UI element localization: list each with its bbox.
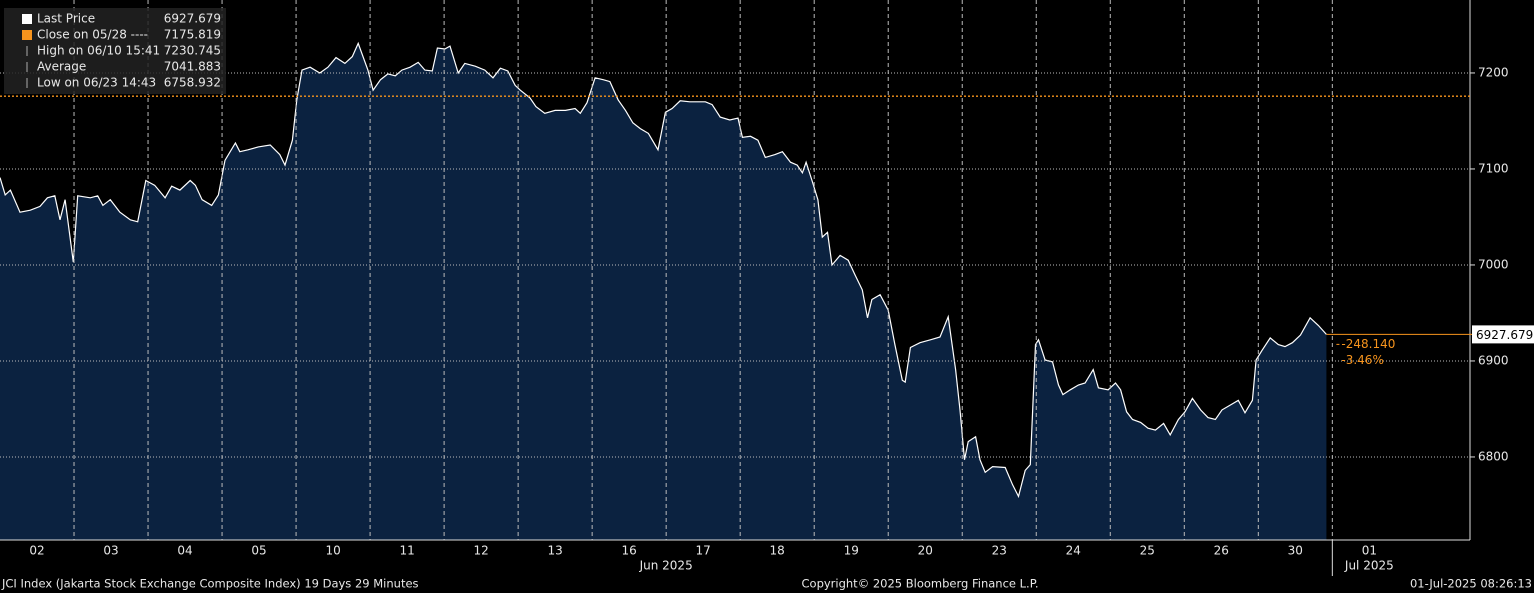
legend-label: Low on 06/23 14:43 [37,76,156,90]
change-label: -248.140 [1341,337,1395,351]
legend-swatch [22,14,32,24]
footer-right: 01-Jul-2025 08:26:13 [1410,577,1532,591]
legend-label: Average [37,60,86,74]
line [0,41,1327,499]
footer-left: JCI Index (Jakarta Stock Exchange Compos… [1,577,419,591]
legend-value: 6758.932 [164,76,221,90]
legend-label: Last Price [37,12,95,26]
legend-value: 7041.883 [164,60,221,74]
y-tick-label: 7200 [1478,65,1509,79]
footer-center: Copyright© 2025 Bloomberg Finance L.P. [802,577,1039,591]
x-tick-label: 01 [1362,544,1377,558]
legend-value: 7230.745 [164,44,221,58]
x-tick-label: 20 [918,544,933,558]
x-tick-label: 17 [696,544,711,558]
legend-value: 6927.679 [164,12,221,26]
x-tick-label: 26 [1214,544,1229,558]
month-label: Jun 2025 [639,559,693,573]
x-tick-label: 19 [844,544,859,558]
x-tick-label: 24 [1066,544,1081,558]
legend-swatch [22,30,32,40]
y-tick-label: 6800 [1478,449,1509,463]
legend-box [4,8,226,94]
x-tick-label: 13 [547,544,562,558]
x-tick-label: 30 [1288,544,1303,558]
x-tick-label: 05 [251,544,266,558]
y-tick-label: 7000 [1478,257,1509,271]
y-tick-label: 7100 [1478,161,1509,175]
x-tick-label: 16 [622,544,637,558]
change-pct-label: -3.46% [1341,353,1383,367]
x-tick-label: 03 [103,544,118,558]
legend-label: Close on 05/28 ---- [37,28,148,42]
y-tick-label: 6900 [1478,353,1509,367]
area [0,43,1327,541]
x-tick-label: 25 [1140,544,1155,558]
legend-value: 7175.819 [164,28,221,42]
last-box [1472,325,1534,344]
x-tick-label: 23 [992,544,1007,558]
legend-label: High on 06/10 15:41 [37,44,160,58]
x-tick-label: 04 [177,544,192,558]
last-label: 6927.679 [1476,328,1533,342]
x-tick-label: 10 [325,544,340,558]
x-tick-label: 12 [473,544,488,558]
x-tick-label: 18 [770,544,785,558]
x-tick-label: 11 [399,544,414,558]
month-label: Jul 2025 [1344,559,1394,573]
x-tick-label: 02 [29,544,44,558]
